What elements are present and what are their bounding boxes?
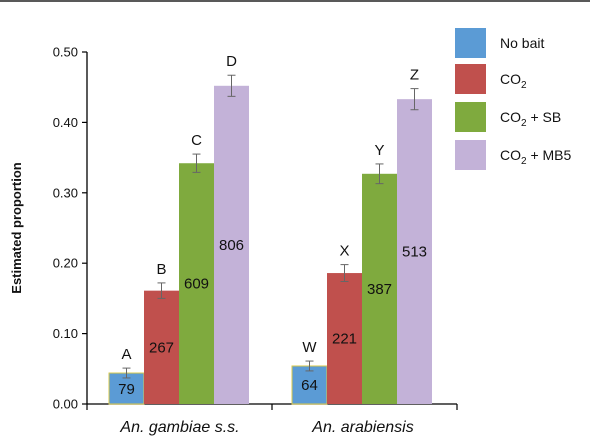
bar-count-label: 64 <box>301 377 318 394</box>
y-tick-label: 0.40 <box>53 115 78 130</box>
y-tick-label: 0.00 <box>53 397 78 412</box>
significance-letter: Z <box>410 67 419 84</box>
y-tick-label: 0.20 <box>53 256 78 271</box>
bar-count-label: 806 <box>219 237 244 254</box>
bar <box>362 173 397 404</box>
bar-count-label: 221 <box>332 331 357 348</box>
bar <box>214 85 249 405</box>
y-tick-label: 0.10 <box>53 326 78 341</box>
legend-label: CO2 + MB5 <box>500 147 572 167</box>
legend-label: No bait <box>500 35 544 51</box>
y-tick-label: 0.50 <box>53 45 78 60</box>
plot-area: 0.00 0.10 0.20 0.30 0.40 0.50 A 79 B 267 C 609 D 806 W… <box>53 45 458 436</box>
significance-letter: C <box>191 132 202 149</box>
legend-swatch <box>455 102 486 132</box>
x-category-label: An. gambiae s.s. <box>119 419 239 436</box>
y-axis-title: Estimated proportion <box>9 162 24 294</box>
legend-swatch <box>455 64 486 94</box>
bar <box>179 163 214 404</box>
significance-letter: B <box>156 261 166 278</box>
legend-swatch <box>455 28 486 58</box>
bar-count-label: 79 <box>118 381 135 398</box>
x-category-label: An. arabiensis <box>311 419 413 436</box>
significance-letter: X <box>339 243 349 260</box>
bar-count-label: 609 <box>184 276 209 293</box>
bar-count-label: 387 <box>367 281 392 298</box>
bar <box>327 273 362 404</box>
significance-letter: Y <box>374 142 384 159</box>
bar <box>397 99 432 404</box>
legend-label: CO2 <box>500 71 527 91</box>
significance-letter: A <box>121 346 131 363</box>
y-tick-label: 0.30 <box>53 185 78 200</box>
bar-count-label: 267 <box>149 339 174 356</box>
legend: No bait CO2 CO2 + SB CO2 + MB5 <box>455 28 572 170</box>
significance-letter: D <box>226 53 237 70</box>
significance-letter: W <box>302 339 317 356</box>
bar-count-label: 513 <box>402 244 427 261</box>
legend-swatch <box>455 140 486 170</box>
bar <box>144 290 179 404</box>
legend-label: CO2 + SB <box>500 109 561 129</box>
